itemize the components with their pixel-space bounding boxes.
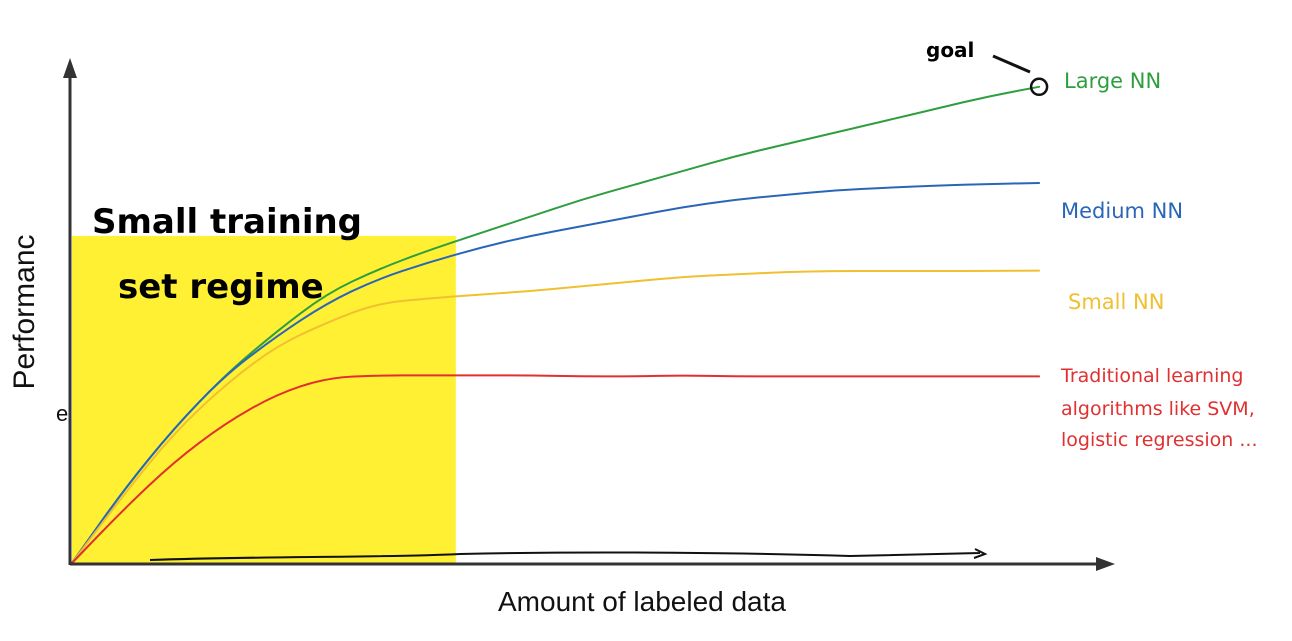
small-training-regime-region	[72, 235, 456, 564]
x-axis-label: Amount of labeled data	[498, 586, 786, 617]
series-line-3	[71, 374, 1041, 564]
y-axis-label: Performanc	[8, 234, 41, 389]
label-small-nn: Small NN	[1068, 290, 1164, 314]
y-axis-label-tail: e	[56, 401, 68, 426]
region-label-line2: set regime	[118, 267, 324, 307]
label-medium-nn: Medium NN	[1061, 199, 1183, 223]
goal-label: goal	[926, 38, 974, 62]
label-large-nn: Large NN	[1064, 69, 1161, 93]
x-axis-arrow	[1096, 557, 1115, 571]
label-traditional-line1: Traditional learning	[1060, 365, 1243, 387]
region-label-line1: Small training	[92, 202, 362, 242]
series-group	[71, 85, 1041, 564]
series-line-1	[71, 182, 1041, 564]
series-line-2	[71, 269, 1041, 564]
bottom-hand-stroke	[149, 548, 988, 561]
label-traditional-line2: algorithms like SVM,	[1061, 398, 1255, 420]
y-axis-arrow	[63, 58, 77, 78]
label-traditional-line3: logistic regression ...	[1061, 429, 1258, 451]
goal-marker	[1029, 77, 1049, 97]
goal-pointer	[992, 54, 1031, 74]
